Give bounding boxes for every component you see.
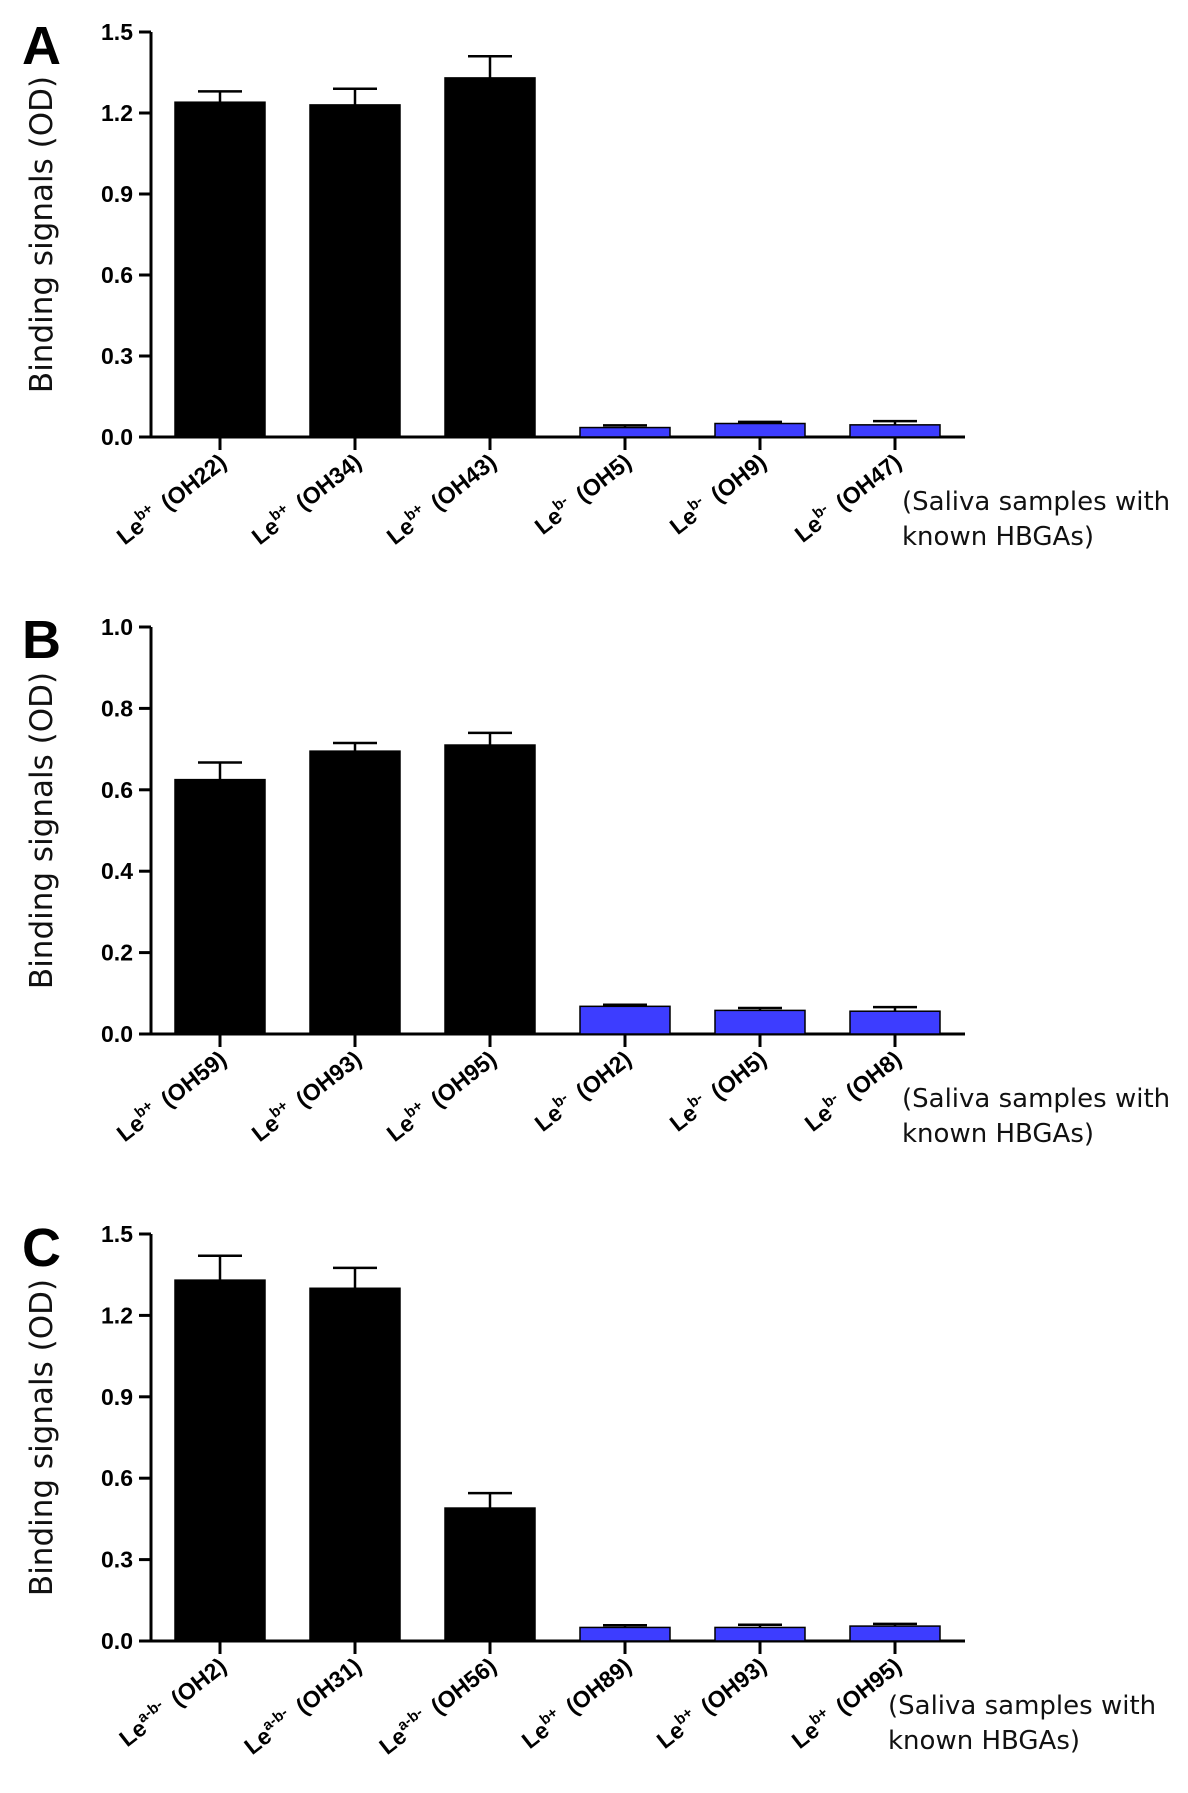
y-tick-label: 0.0 bbox=[101, 424, 133, 450]
x-tick-label: Leb+ (OH89) bbox=[515, 1651, 636, 1754]
x-tick-label: Leb+ (OH43) bbox=[380, 447, 501, 550]
bar bbox=[174, 101, 266, 438]
y-axis-label: Binding signals (OD) bbox=[24, 672, 60, 989]
x-tick-label: Leb+ (OH93) bbox=[650, 1651, 771, 1754]
x-tick-label: Lea-b- (OH2) bbox=[113, 1651, 231, 1752]
x-tick-label: Leb- (OH5) bbox=[529, 447, 637, 540]
y-tick-label: 0.9 bbox=[101, 181, 133, 207]
bar bbox=[849, 1010, 941, 1035]
y-tick-label: 0.8 bbox=[101, 695, 133, 721]
bar bbox=[579, 426, 671, 438]
x-tick-label: Leb- (OH47) bbox=[788, 447, 906, 548]
y-tick-label: 0.4 bbox=[101, 858, 133, 884]
bar bbox=[444, 1507, 536, 1642]
y-axis-label: Binding signals (OD) bbox=[24, 76, 60, 393]
x-tick-label: Lea-b- (OH31) bbox=[238, 1651, 366, 1760]
x-axis-note: known HBGAs) bbox=[902, 1119, 1094, 1149]
y-tick-label: 1.0 bbox=[101, 614, 133, 640]
bar bbox=[714, 422, 806, 438]
panel-letter: A bbox=[22, 16, 61, 76]
x-tick-label: Lea-b- (OH56) bbox=[373, 1651, 501, 1760]
y-tick-label: 0.6 bbox=[101, 262, 133, 288]
x-axis-note: known HBGAs) bbox=[902, 522, 1094, 552]
bar bbox=[309, 750, 401, 1035]
x-axis-note: (Saliva samples with bbox=[902, 487, 1170, 517]
bar bbox=[579, 1005, 671, 1035]
bar bbox=[579, 1626, 671, 1642]
bar bbox=[309, 1287, 401, 1642]
panel-letter: B bbox=[22, 610, 61, 670]
x-axis-note: (Saliva samples with bbox=[902, 1084, 1170, 1114]
x-tick-label: Leb+ (OH34) bbox=[245, 447, 366, 550]
x-tick-label: Leb+ (OH59) bbox=[110, 1044, 231, 1147]
bar bbox=[714, 1626, 806, 1642]
x-tick-label: Leb- (OH9) bbox=[664, 447, 772, 540]
x-tick-label: Leb+ (OH22) bbox=[110, 447, 231, 550]
bar bbox=[714, 1009, 806, 1035]
y-tick-label: 0.3 bbox=[101, 343, 133, 369]
y-tick-label: 0.3 bbox=[101, 1547, 133, 1573]
bar bbox=[444, 744, 536, 1035]
bar bbox=[174, 778, 266, 1035]
y-tick-label: 0.6 bbox=[101, 1465, 133, 1491]
y-tick-label: 1.2 bbox=[101, 1302, 133, 1328]
bar bbox=[849, 1625, 941, 1642]
y-axis-label: Binding signals (OD) bbox=[24, 1279, 60, 1596]
bar bbox=[309, 104, 401, 438]
bar bbox=[849, 424, 941, 438]
x-tick-label: Leb- (OH8) bbox=[799, 1044, 907, 1137]
y-tick-label: 0.0 bbox=[101, 1628, 133, 1654]
y-tick-label: 0.6 bbox=[101, 777, 133, 803]
panel-letter: C bbox=[22, 1218, 61, 1278]
y-tick-label: 0.2 bbox=[101, 940, 133, 966]
bar bbox=[174, 1279, 266, 1642]
y-tick-label: 0.0 bbox=[101, 1021, 133, 1047]
y-tick-label: 1.5 bbox=[101, 19, 133, 45]
x-tick-label: Leb- (OH2) bbox=[529, 1044, 637, 1137]
x-axis-note: (Saliva samples with bbox=[888, 1691, 1156, 1721]
x-axis-note: known HBGAs) bbox=[888, 1726, 1080, 1756]
bar bbox=[444, 77, 536, 438]
y-tick-label: 0.9 bbox=[101, 1384, 133, 1410]
y-tick-label: 1.5 bbox=[101, 1221, 133, 1247]
x-tick-label: Leb+ (OH93) bbox=[245, 1044, 366, 1147]
x-tick-label: Leb+ (OH95) bbox=[380, 1044, 501, 1147]
x-tick-label: Leb- (OH5) bbox=[664, 1044, 772, 1137]
y-tick-label: 1.2 bbox=[101, 100, 133, 126]
